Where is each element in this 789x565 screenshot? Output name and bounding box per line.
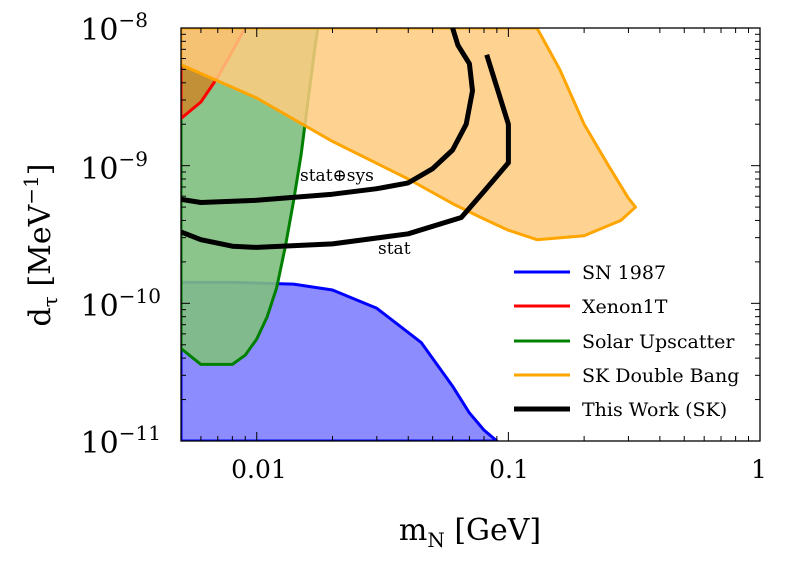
- y-tick-label-1e-10: 10−10: [81, 284, 161, 324]
- x-axis-label: mN [GeV]: [399, 513, 541, 552]
- y-tick-label-1e-11: 10−11: [81, 421, 161, 461]
- x-tick-label-0.01: 0.01: [231, 455, 287, 484]
- y-tick-labels: 10−8 10−9 10−10 10−11: [80, 8, 161, 461]
- legend-label-this-work: This Work (SK): [582, 399, 727, 421]
- y-tick-label-1e-8: 10−8: [80, 8, 148, 48]
- annotation-stat: stat: [378, 239, 411, 259]
- legend-label-xenon1t: Xenon1T: [582, 296, 668, 318]
- annotation-stat-sys: stat⊕sys: [300, 166, 374, 186]
- x-tick-labels: 0.01 0.1 1: [231, 455, 767, 484]
- y-tick-label-1e-9: 10−9: [80, 147, 148, 187]
- y-axis-label: dτ [MeV−1]: [19, 164, 62, 327]
- region-layer: [181, 28, 637, 441]
- x-tick-label-0.1: 0.1: [489, 455, 529, 484]
- line-stat-plus-sys: [181, 28, 475, 205]
- legend-label-solar-upscatter: Solar Upscatter: [582, 331, 735, 353]
- tick-layer: [180, 27, 761, 442]
- line-layer: [181, 28, 511, 250]
- legend-label-sn1987: SN 1987: [582, 262, 666, 284]
- line-stat: [181, 53, 511, 250]
- region-sk-double-bang: [181, 28, 637, 242]
- x-tick-label-1: 1: [751, 455, 767, 484]
- legend-label-sk-double-bang: SK Double Bang: [582, 365, 739, 387]
- plot-frame: [180, 27, 761, 442]
- legend: SN 1987 Xenon1T Solar Upscatter SK Doubl…: [514, 262, 739, 421]
